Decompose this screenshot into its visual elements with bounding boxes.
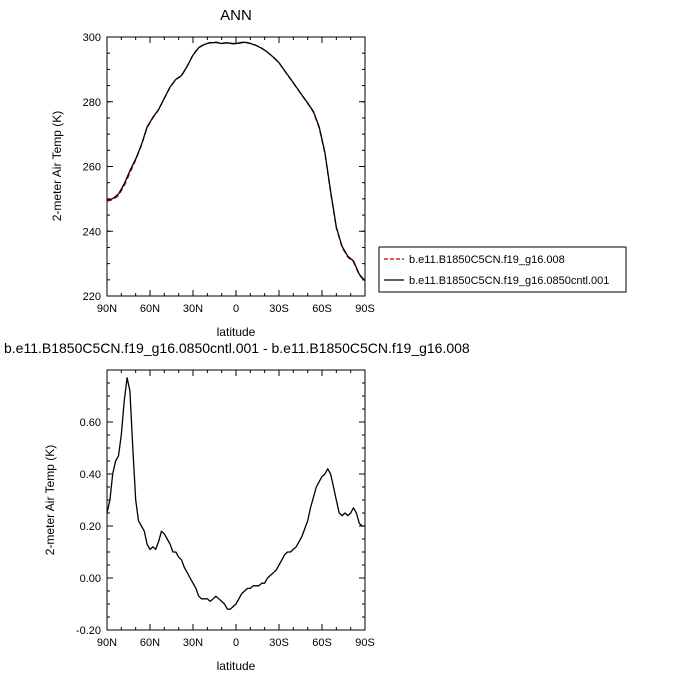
top-chart-ytick-label: 240 <box>83 226 101 238</box>
bottom-chart-ytick-label: 0.40 <box>80 469 101 481</box>
top-chart-lines <box>106 41 366 282</box>
top-chart-xtick-label: 0 <box>233 303 239 315</box>
bottom-chart-ytick-label: -0.20 <box>76 625 101 637</box>
bottom-chart-xtick-label: 90N <box>97 637 117 649</box>
top-chart-xtick-label: 90S <box>355 303 375 315</box>
legend-frame <box>378 246 627 293</box>
top-chart-xlabel: latitude <box>217 325 256 339</box>
top-chart-ylabel: 2-meter Air Temp (K) <box>50 111 64 221</box>
bottom-chart-xtick-label: 60S <box>312 637 332 649</box>
top-chart-ytick-label: 260 <box>83 162 101 174</box>
bottom-chart-ytick-label: 0.20 <box>80 521 101 533</box>
legend: b.e11.B1850C5CN.f19_g16.008 b.e11.B1850C… <box>378 246 627 293</box>
bottom-chart-frame <box>106 369 366 631</box>
top-chart-title: ANN <box>220 7 252 24</box>
top-chart-ytick-label: 300 <box>83 32 101 44</box>
bottom-chart-title: b.e11.B1850C5CN.f19_g16.0850cntl.001 - b… <box>4 340 470 356</box>
bottom-chart-xtick-label: 60N <box>140 637 160 649</box>
top-chart-ytick-label: 220 <box>83 291 101 303</box>
top-chart-xtick-label: 30N <box>183 303 203 315</box>
top-chart: ANN 2-meter Air Temp (K) latitude 90N 60N… <box>50 7 375 339</box>
bottom-chart-ylabel: 2-meter Air Temp (K) <box>43 445 57 555</box>
bottom-chart-xtick-label: 30S <box>269 637 289 649</box>
top-chart-xtick-label: 30S <box>269 303 289 315</box>
top-chart-ytick-label: 280 <box>83 97 101 109</box>
top-chart-xtick-label: 60S <box>312 303 332 315</box>
legend-entry-series-2: b.e11.B1850C5CN.f19_g16.0850cntl.001 <box>409 275 609 287</box>
bottom-chart-xtick-label: 90S <box>355 637 375 649</box>
bottom-chart-series-1-line <box>106 377 365 610</box>
bottom-chart-xtick-label: 30N <box>183 637 203 649</box>
bottom-chart: b.e11.B1850C5CN.f19_g16.0850cntl.001 - b… <box>4 340 470 673</box>
bottom-chart-ticks: 90N 60N 30N 0 30S 60S 90S -0.20 0.00 0.20 0.40 0.60 <box>76 369 375 649</box>
top-chart-xtick-label: 90N <box>97 303 117 315</box>
top-chart-xtick-label: 60N <box>140 303 160 315</box>
legend-entry-series-1: b.e11.B1850C5CN.f19_g16.008 <box>409 254 565 266</box>
bottom-chart-ytick-label: 0.60 <box>80 417 101 429</box>
bottom-chart-xlabel: latitude <box>217 659 256 673</box>
top-chart-ticks: 90N 60N 30N 0 30S 60S 90S 220 240 260 280 300 <box>83 32 375 315</box>
bottom-chart-xtick-label: 0 <box>233 637 239 649</box>
bottom-chart-ytick-label: 0.00 <box>80 573 101 585</box>
top-chart-series-2-line <box>106 41 366 282</box>
bottom-chart-lines <box>106 377 365 610</box>
